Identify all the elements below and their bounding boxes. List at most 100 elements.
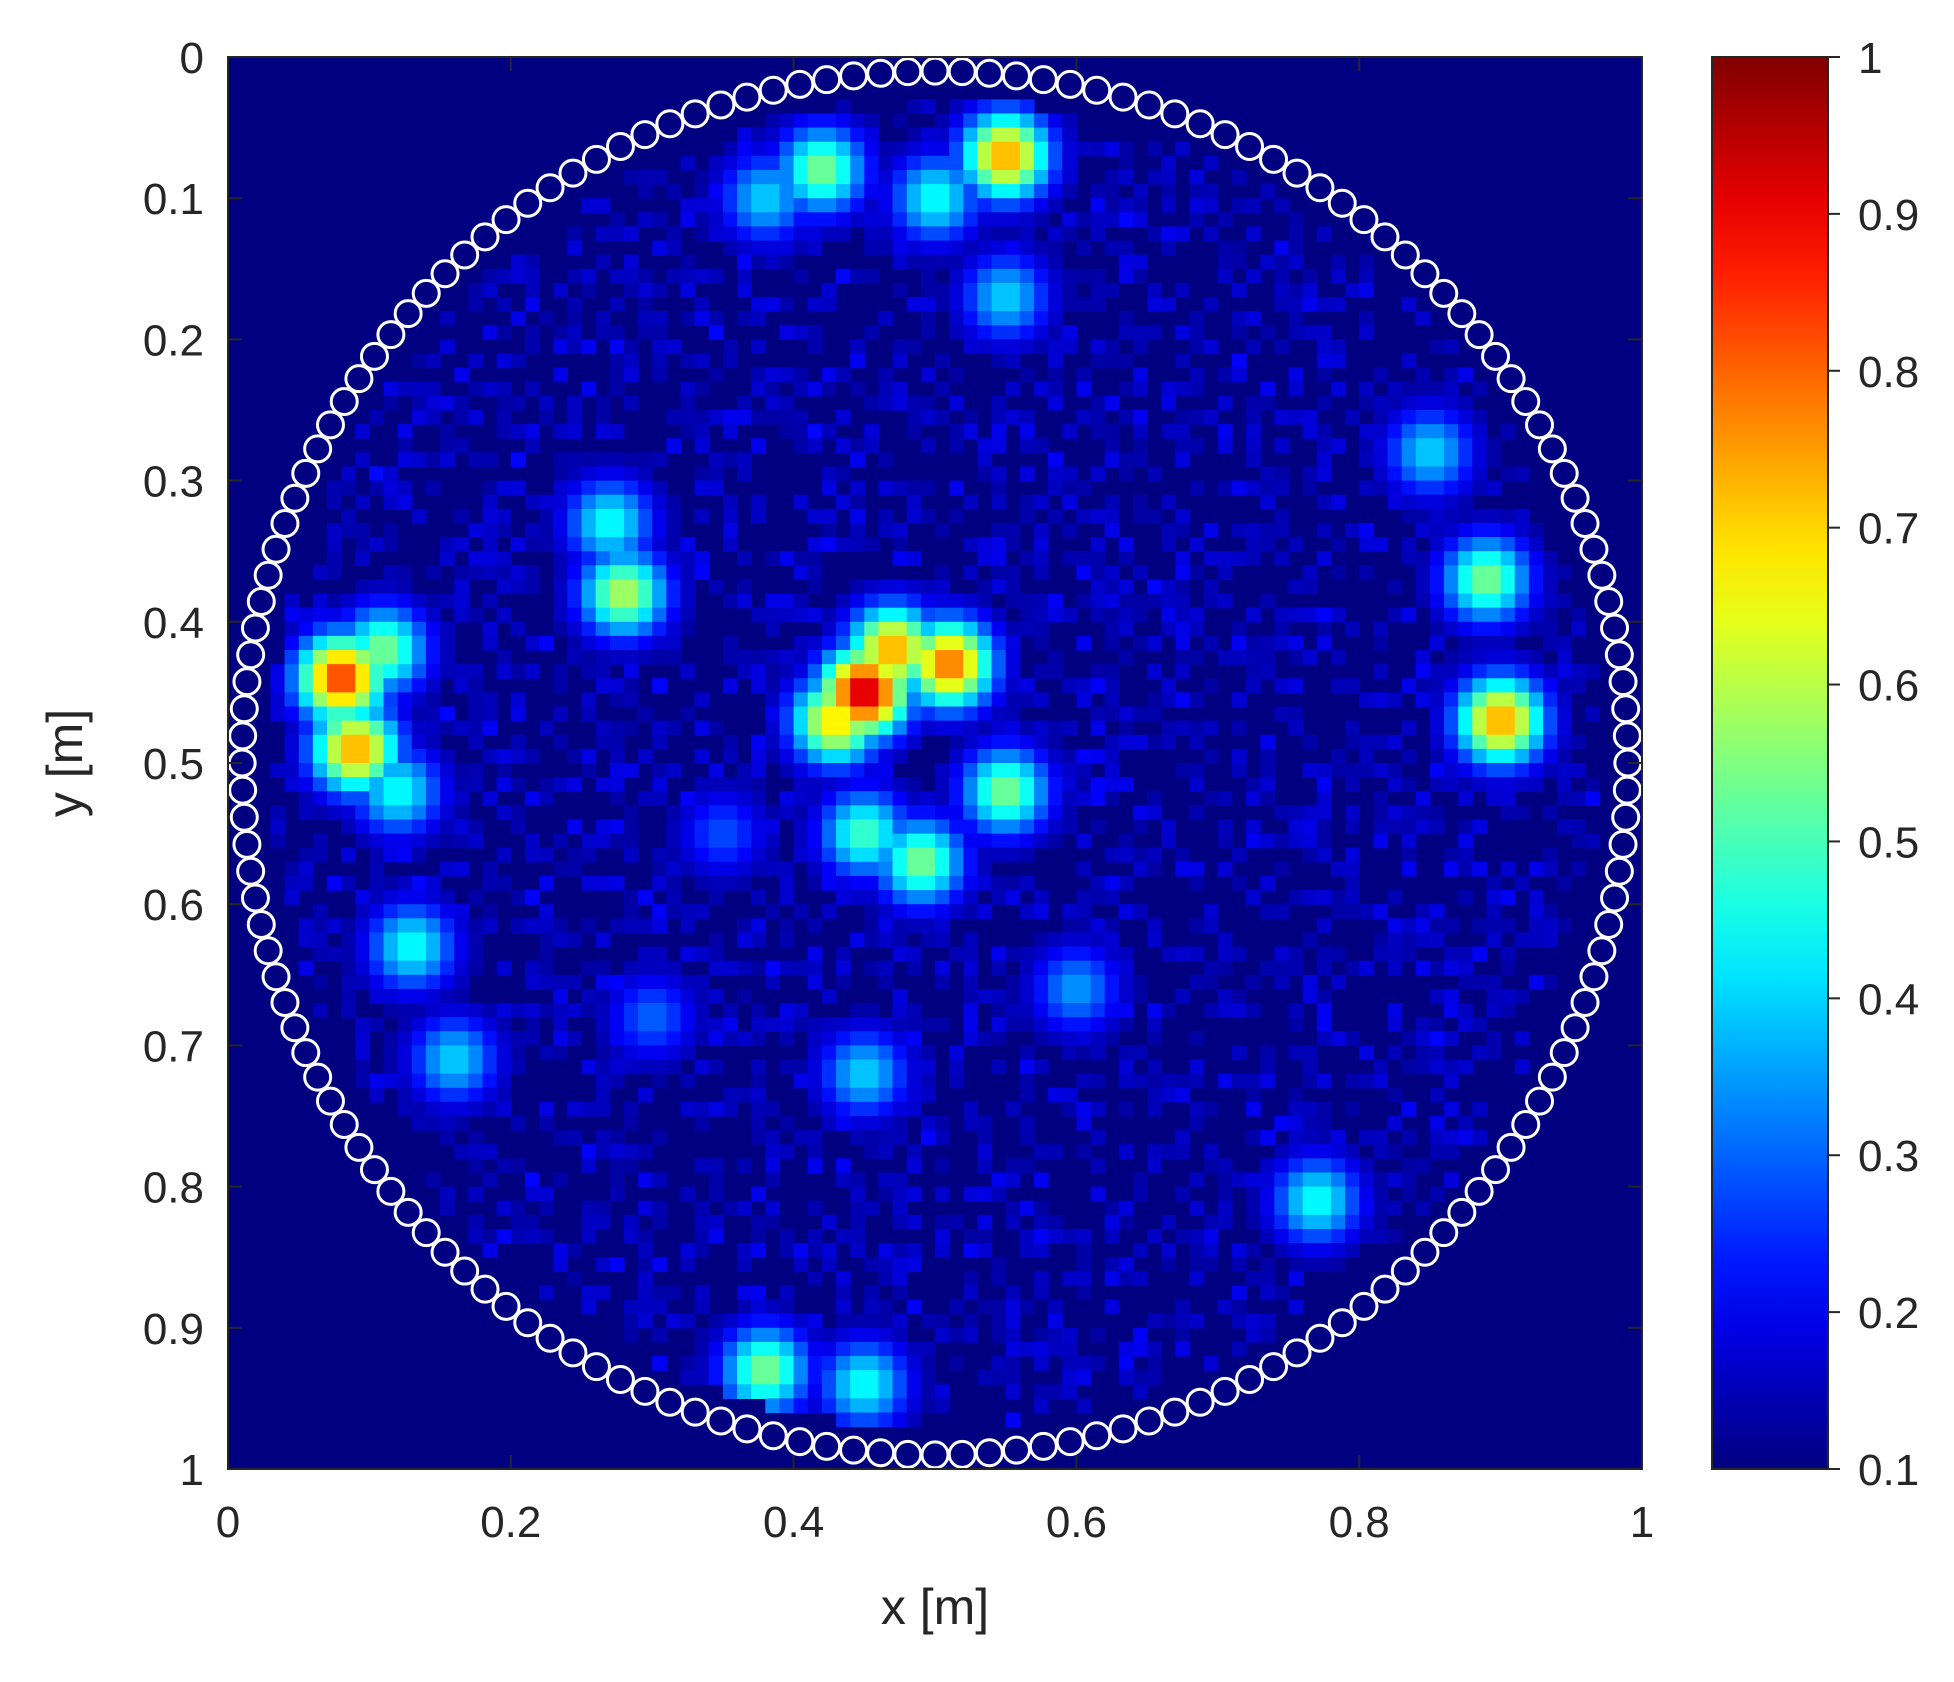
heatmap-cell <box>1458 452 1473 468</box>
heatmap-cell <box>553 466 568 482</box>
heatmap-cell <box>935 127 950 143</box>
heatmap-cell <box>595 1200 611 1216</box>
heatmap-cell <box>341 706 356 722</box>
heatmap-cell <box>440 720 455 736</box>
heatmap-cell <box>1231 311 1247 326</box>
boundary-marker <box>329 1110 359 1140</box>
heatmap-cell <box>397 438 413 453</box>
heatmap-cell <box>906 1101 922 1117</box>
heatmap-cell <box>425 833 441 849</box>
boundary-marker <box>1560 483 1590 513</box>
heatmap-cell <box>1316 395 1332 411</box>
heatmap-cell <box>1033 339 1049 355</box>
heatmap-cell <box>326 918 342 934</box>
heatmap-cell <box>949 650 964 665</box>
heatmap-cell <box>1090 1186 1106 1202</box>
heatmap-cell <box>454 946 469 962</box>
heatmap-cell <box>1458 367 1473 383</box>
heatmap-cell <box>1429 1031 1445 1046</box>
heatmap-cell <box>920 1017 936 1032</box>
heatmap-cell <box>906 1017 922 1032</box>
heatmap-cell <box>1231 1299 1247 1315</box>
heatmap-cell <box>652 551 667 566</box>
heatmap-cell <box>1033 551 1049 566</box>
heatmap-cell <box>1062 282 1077 298</box>
heatmap-cell <box>553 1017 568 1032</box>
heatmap-cell <box>1161 819 1176 835</box>
heatmap-cell <box>298 763 314 778</box>
heatmap-cell <box>1585 833 1601 849</box>
heatmap-cell <box>595 819 611 835</box>
heatmap-cell <box>454 367 469 383</box>
heatmap-cell <box>539 847 554 863</box>
heatmap-cell <box>991 1327 1007 1343</box>
heatmap-cell <box>977 621 993 637</box>
heatmap-cell <box>1062 748 1077 764</box>
heatmap-cell <box>1231 240 1247 256</box>
heatmap-cell <box>1429 664 1445 679</box>
heatmap-cell <box>1048 777 1063 792</box>
heatmap-cell <box>906 664 922 679</box>
heatmap-cell <box>779 678 795 693</box>
heatmap-cell <box>737 932 752 948</box>
heatmap-cell <box>991 353 1007 369</box>
heatmap-cell <box>1359 960 1374 976</box>
heatmap-cell <box>638 1031 653 1046</box>
heatmap-cell <box>1005 1341 1021 1357</box>
heatmap-cell <box>425 706 441 722</box>
heatmap-cell <box>836 1285 851 1301</box>
heatmap-cell <box>1118 904 1134 919</box>
heatmap-cell <box>609 819 625 835</box>
heatmap-cell <box>496 1003 512 1018</box>
heatmap-cell <box>1189 198 1205 213</box>
heatmap-cell <box>652 1299 667 1315</box>
boundary-marker <box>1447 299 1477 329</box>
heatmap-cell <box>1090 974 1106 990</box>
heatmap-cell <box>1373 466 1389 482</box>
heatmap-cell <box>751 960 766 976</box>
heatmap-cell <box>539 635 554 651</box>
heatmap-cell <box>1571 607 1587 623</box>
heatmap-cell <box>609 381 625 397</box>
heatmap-cell <box>1033 664 1049 679</box>
heatmap-cell <box>878 184 894 199</box>
boundary-marker <box>1235 132 1265 162</box>
heatmap-cell <box>355 805 370 821</box>
heatmap-cell <box>1500 593 1516 609</box>
heatmap-cell <box>1147 579 1162 595</box>
heatmap-cell <box>1076 297 1092 312</box>
heatmap-cell <box>468 720 484 736</box>
heatmap-cell <box>708 198 724 213</box>
boundary-marker <box>1305 1323 1335 1353</box>
heatmap-cell <box>836 1299 851 1315</box>
heatmap-cell <box>312 932 328 948</box>
heatmap-cell <box>765 395 781 411</box>
heatmap-cell <box>1302 1257 1318 1272</box>
heatmap-cell <box>1033 777 1049 792</box>
heatmap-cell <box>425 452 441 468</box>
heatmap-cell <box>1246 819 1261 835</box>
heatmap-cell <box>1033 240 1049 256</box>
heatmap-cell <box>850 1003 865 1018</box>
heatmap-cell <box>1330 650 1346 665</box>
heatmap-cell <box>298 791 314 806</box>
heatmap-cell <box>680 805 696 821</box>
heatmap-cell <box>1048 593 1063 609</box>
heatmap-cell <box>991 522 1007 538</box>
heatmap-cell <box>807 1271 823 1287</box>
boundary-marker <box>303 434 333 464</box>
heatmap-cell <box>567 424 583 439</box>
heatmap-cell <box>1274 1243 1290 1258</box>
heatmap-cell <box>1500 522 1516 538</box>
heatmap-cell <box>1330 339 1346 355</box>
heatmap-cell <box>1514 678 1530 693</box>
heatmap-cell <box>878 861 894 877</box>
heatmap-cell <box>1189 1116 1205 1131</box>
heatmap-cell <box>1132 339 1148 355</box>
heatmap-cell <box>779 395 795 411</box>
boundary-marker <box>535 173 565 203</box>
heatmap-cell <box>1048 1003 1063 1018</box>
heatmap-cell <box>1203 297 1219 312</box>
heatmap-cell <box>638 1017 653 1032</box>
heatmap-cell <box>468 678 484 693</box>
